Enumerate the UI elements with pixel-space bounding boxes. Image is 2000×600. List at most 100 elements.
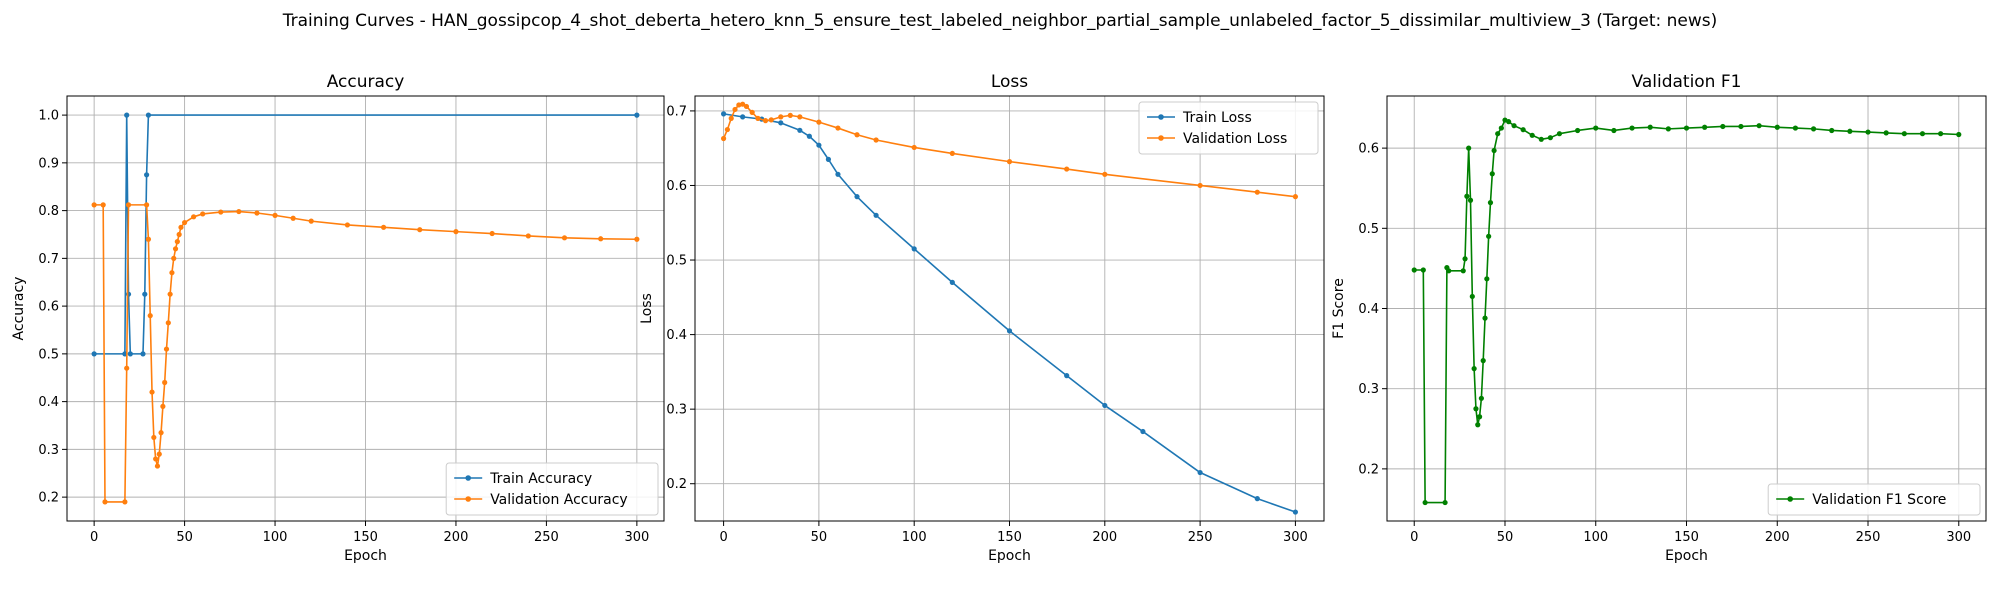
chart-panels: 0 50 100 150 200 250 300 0.2 0.3 0.4 0.5 0.6 0.7 0.8 0… [11, 72, 1987, 564]
data-point [178, 224, 184, 230]
data-point [1629, 125, 1635, 131]
data-point [91, 351, 97, 357]
data-point [272, 212, 278, 218]
data-point [1792, 125, 1799, 131]
data-point [145, 112, 152, 118]
data-point [417, 227, 423, 233]
data-point [1460, 268, 1466, 274]
data-point [755, 115, 761, 121]
chart-title: Validation F1 [1632, 72, 1742, 92]
series-markers-2 [91, 202, 640, 505]
data-point [1647, 124, 1653, 130]
data-point [911, 144, 917, 151]
data-point [634, 236, 640, 242]
data-point [1611, 127, 1617, 134]
legend-box [1767, 483, 1981, 516]
data-point [949, 150, 955, 157]
y-tick-label: 0.9 [38, 156, 59, 171]
data-point [1529, 132, 1535, 138]
data-point [825, 156, 832, 162]
series-line-2 [94, 204, 637, 503]
x-tick-label: 250 [534, 530, 559, 545]
data-point [1901, 131, 1907, 137]
legend-swatch-marker [1787, 496, 1793, 502]
data-point [1469, 293, 1475, 300]
data-point [1556, 131, 1563, 137]
data-point [124, 365, 130, 371]
data-point [1292, 509, 1299, 515]
data-point [1498, 125, 1504, 131]
data-point [144, 202, 150, 208]
data-point [91, 202, 97, 208]
data-point [1593, 125, 1599, 131]
data-point [167, 291, 173, 297]
data-point [1102, 171, 1108, 177]
data-point [100, 202, 106, 208]
series-line-1 [1414, 119, 1959, 504]
x-tick-label: 150 [1674, 530, 1699, 545]
y-tick-label: 0.2 [666, 477, 687, 492]
data-point [1446, 268, 1452, 274]
series-markers-1 [1411, 117, 1962, 506]
data-point [1506, 119, 1512, 125]
data-point [762, 118, 769, 124]
data-point [162, 379, 168, 386]
data-point [1006, 159, 1013, 165]
x-tick-label: 0 [90, 530, 98, 545]
data-point [1254, 496, 1260, 502]
x-tick-label: 300 [1283, 530, 1308, 545]
data-point [1574, 127, 1581, 134]
data-point [154, 463, 161, 469]
data-point [1487, 200, 1494, 206]
data-point [1292, 194, 1299, 200]
data-point [740, 114, 746, 120]
data-point [1683, 125, 1690, 131]
data-point [1482, 315, 1488, 321]
data-point [1547, 135, 1553, 141]
y-tick-label: 0.6 [38, 300, 59, 315]
data-point [1520, 127, 1526, 133]
data-point [1829, 127, 1835, 134]
data-point [561, 235, 568, 241]
data-point [1475, 422, 1481, 428]
data-point [1956, 131, 1962, 138]
series-markers-1 [91, 112, 640, 357]
legend-label: Train Accuracy [489, 471, 592, 487]
y-tick-label: 0.2 [38, 491, 59, 506]
legend-label: Validation Accuracy [490, 492, 628, 508]
legend: Train Accuracy Validation Accuracy [445, 462, 659, 516]
x-tick-label: 200 [444, 530, 469, 545]
data-point [1489, 171, 1495, 177]
data-point [165, 320, 171, 326]
data-point [768, 117, 774, 123]
data-point [1480, 358, 1486, 364]
data-point [174, 239, 180, 245]
series-line-1 [723, 113, 1296, 513]
data-point [124, 112, 130, 118]
y-tick-label: 0.3 [666, 403, 687, 418]
data-point [1478, 395, 1484, 401]
data-point [200, 211, 206, 217]
y-tick-label: 0.4 [38, 395, 59, 410]
data-point [191, 214, 197, 220]
data-point [140, 351, 146, 357]
data-point [153, 456, 159, 462]
y-tick-label: 0.3 [1358, 382, 1379, 397]
data-point [236, 208, 242, 215]
data-point [1254, 189, 1260, 195]
legend-label: Train Loss [1182, 110, 1252, 126]
x-tick-label: 150 [353, 530, 378, 545]
y-axis-label: F1 Score [1331, 278, 1347, 339]
data-point [1938, 131, 1944, 137]
x-tick-label: 200 [1092, 530, 1117, 545]
chart-panel-2: 0 50 100 150 200 250 300 0.2 0.3 0.4 0.5 0.6 0.7 Loss… [639, 72, 1325, 564]
y-axis-label: Loss [639, 293, 655, 324]
data-point [1738, 123, 1744, 130]
data-point [835, 171, 841, 177]
data-point [142, 291, 148, 297]
data-point [1665, 126, 1671, 132]
x-tick-label: 300 [1946, 530, 1971, 545]
data-point [218, 209, 224, 215]
data-point [1471, 366, 1477, 372]
y-tick-label: 0.4 [666, 328, 687, 343]
